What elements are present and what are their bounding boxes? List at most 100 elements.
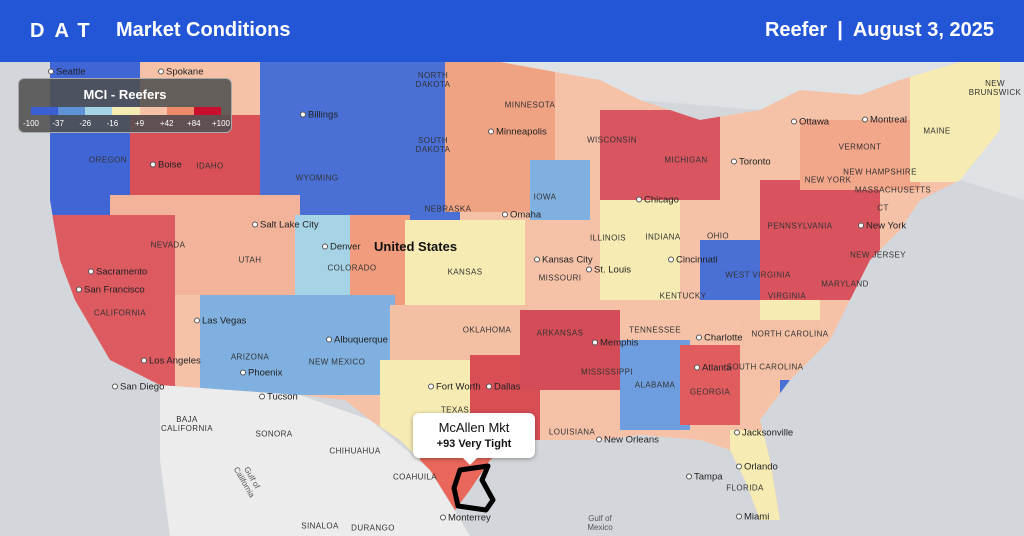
region-label: INDIANA [645,232,681,242]
tooltip: McAllen Mkt +93 Very Tight [413,413,535,465]
city-label: San Francisco [76,285,145,296]
legend-swatch [31,107,59,115]
region-label: OREGON [89,155,127,165]
city-label: Seattle [48,67,86,78]
region-label: TENNESSEE [628,325,682,335]
region-label: NEVADA [150,240,186,250]
region-label: WYOMING [295,173,339,183]
region-label: MISSISSIPPI [581,367,633,377]
region-label: VIRGINIA [767,291,807,301]
legend-tick-label: -26 [79,119,92,128]
legend-swatch [112,107,140,115]
region-label: PENNSYLVANIA [767,221,833,231]
tooltip-market: McAllen Mkt [438,420,510,435]
region-label: LOUISIANA [548,427,596,437]
region-label: MINNESOTA [504,100,556,110]
region-label: WISCONSIN [587,135,637,145]
city-label: Montreal [862,115,907,126]
region-label: CT [877,203,889,213]
region-label: TEXAS [440,405,470,415]
region-label: CALIFORNIA [93,308,147,318]
region-label: VERMONT [838,142,882,152]
header-title: Market Conditions [116,19,291,41]
canada [0,62,1024,200]
region-label: NEW HAMPSHIRE [843,167,917,177]
city-label: Billings [300,110,338,121]
region-label: ARKANSAS [536,328,584,338]
city-label: St. Louis [586,265,631,276]
legend-swatch [139,107,167,115]
city-label: Phoenix [240,368,282,379]
region-label: MARYLAND [821,279,869,289]
region-label: SONORA [255,429,293,439]
country-label: United States [374,239,458,254]
region-label: ILLINOIS [589,233,627,243]
region-label: IDAHO [196,161,224,171]
region-label: ARIZONA [230,352,270,362]
region-label: NEW YORK [804,175,852,185]
city-label: Monterrey [440,513,491,524]
city-label: Tampa [686,472,723,483]
legend-tick-label: -16 [106,119,119,128]
region-label: NORTH CAROLINA [751,329,829,339]
region-label: WEST VIRGINIA [725,270,791,280]
city-label: Denver [322,242,361,253]
city-label: Albuquerque [326,335,388,346]
region-label: SINALOA [301,521,339,531]
tooltip-status: +93 Very Tight [436,438,512,450]
legend-tick-label: +100 [211,119,231,128]
region-label: FLORIDA [726,483,764,493]
water-label: Gulf of Mexico [587,514,613,532]
mexico [160,385,470,536]
region-label: CHIHUAHUA [329,446,381,456]
header: DAT Market Conditions Reefer | August 3,… [0,0,1024,62]
city-label: New Orleans [596,435,659,446]
region-label: COAHUILA [392,472,438,482]
region-label: MAINE [923,126,951,136]
legend-swatch [193,107,221,115]
header-right: Reefer | August 3, 2025 [765,19,994,42]
logo: DAT [30,20,100,42]
date: August 3, 2025 [852,19,994,41]
city-label: Las Vegas [194,316,246,327]
city-label: Atlanta [694,363,732,374]
region-label: COLORADO [327,263,377,273]
region-label: GEORGIA [689,387,731,397]
region-label: SOUTH CAROLINA [726,362,804,372]
mcallen-market-outline[interactable] [451,463,496,513]
region-label: OHIO [706,231,730,241]
region-label: IOWA [533,192,557,202]
legend-swatch [166,107,194,115]
city-label: Sacramento [88,267,147,278]
city-label: Miami [736,512,769,523]
legend-tick-label: +9 [135,119,145,128]
legend-swatch [85,107,113,115]
region-label: KANSAS [447,267,483,277]
region-label: ALABAMA [634,380,676,390]
city-label: Omaha [502,210,541,221]
region-label: DURANGO [351,523,395,533]
equipment: Reefer [764,19,828,41]
region-label: KENTUCKY [659,291,707,301]
city-label: Salt Lake City [252,220,319,231]
city-label: Kansas City [534,255,593,266]
legend-title: MCI - Reefers [83,87,167,102]
region-label: SOUTH DAKOTA [415,136,451,154]
legend-tick-label: -100 [22,119,40,128]
city-label: New York [858,221,906,232]
city-label: Fort Worth [428,382,481,393]
separator: | [837,19,843,41]
city-label: Spokane [158,67,204,78]
legend-swatch [58,107,86,115]
city-label: Boise [150,160,182,171]
city-label: Dallas [486,382,520,393]
city-label: Tucson [259,392,298,403]
city-label: Chicago [636,195,679,206]
city-label: Charlotte [696,333,743,344]
region-label: NEW MEXICO [308,357,366,367]
city-label: San Diego [112,382,164,393]
legend-tick-label: +84 [187,119,201,128]
region-label: NORTH DAKOTA [415,71,451,89]
